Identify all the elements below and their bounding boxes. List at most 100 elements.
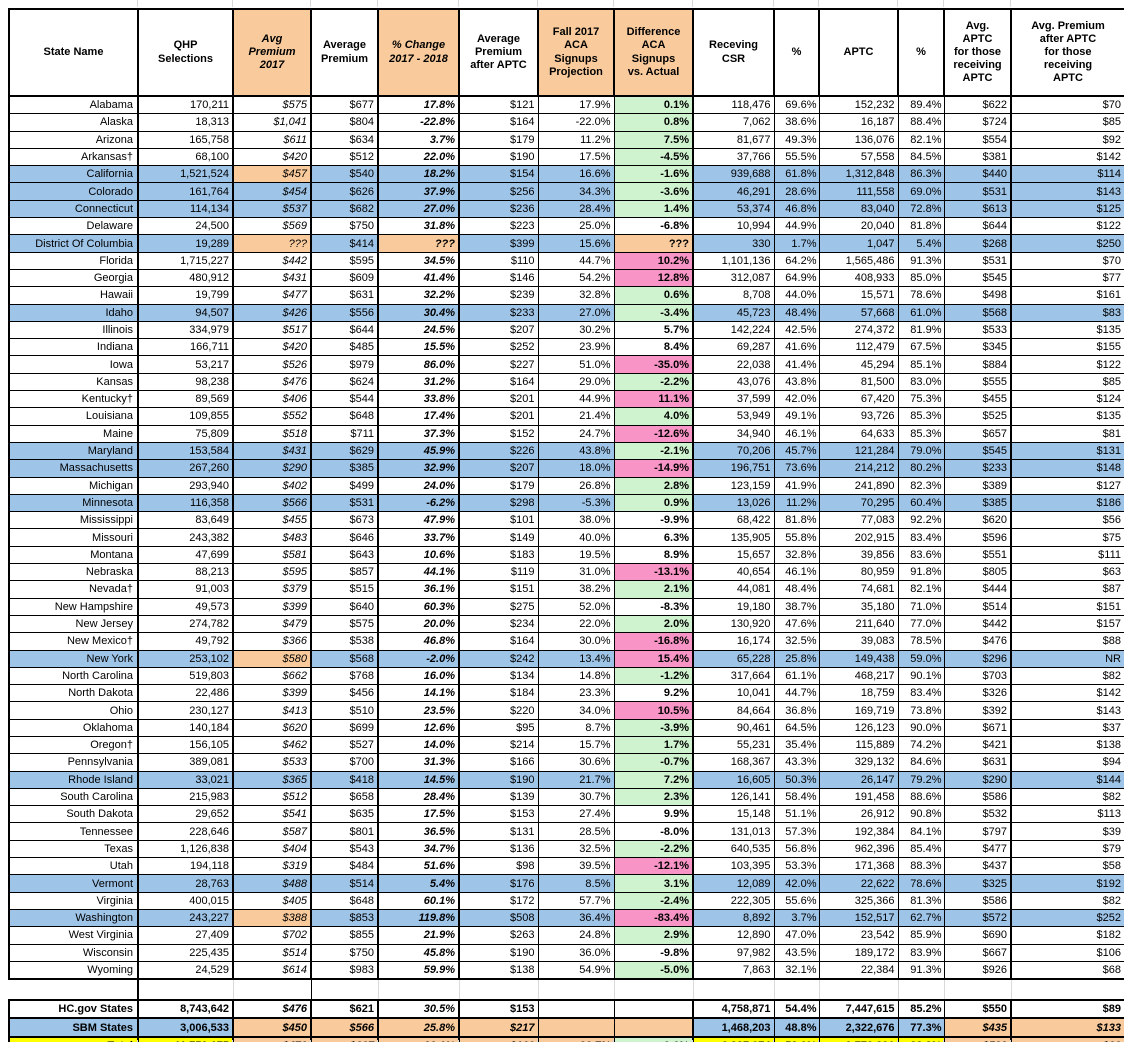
cell[interactable]: $566 [310, 1017, 379, 1038]
cell[interactable]: $87 [1010, 580, 1124, 599]
cell[interactable]: 3.7% [377, 130, 460, 149]
cell[interactable]: 39,856 [818, 545, 899, 565]
cell[interactable]: SBM States [8, 1017, 139, 1038]
cell[interactable]: $268 [943, 234, 1012, 253]
cell[interactable]: 169,719 [818, 701, 899, 720]
cell[interactable]: $572 [943, 908, 1012, 928]
cell[interactable]: 94,507 [137, 303, 234, 322]
cell[interactable]: -9.9% [613, 511, 694, 530]
cell[interactable]: 49.1% [773, 407, 820, 426]
cell[interactable]: 23.9% [537, 338, 615, 357]
cell[interactable]: South Dakota [8, 805, 139, 824]
cell[interactable]: $703 [943, 666, 1012, 686]
cell[interactable]: 140,184 [137, 718, 234, 737]
cell[interactable]: Georgia [8, 268, 139, 288]
cell[interactable]: $485 [310, 338, 379, 357]
cell[interactable]: 3,006,533 [137, 1017, 234, 1038]
cell[interactable]: 98,238 [137, 372, 234, 392]
cell[interactable]: 26,912 [818, 805, 899, 824]
cell[interactable]: 53,949 [692, 407, 775, 426]
cell[interactable]: $526 [232, 355, 312, 374]
cell[interactable]: $620 [943, 511, 1012, 530]
cell[interactable]: 24.5% [377, 320, 460, 340]
cell[interactable]: $182 [1010, 926, 1124, 945]
cell[interactable]: 92.2% [897, 511, 945, 530]
cell[interactable]: $629 [310, 441, 379, 461]
header-aptc[interactable]: APTC [818, 8, 899, 97]
cell[interactable]: 45,723 [692, 303, 775, 322]
cell[interactable]: 54.9% [537, 960, 615, 981]
cell[interactable]: 57,558 [818, 147, 899, 167]
cell[interactable]: $435 [943, 1017, 1012, 1038]
cell[interactable]: 149,438 [818, 649, 899, 668]
cell[interactable]: 45.8% [377, 943, 460, 962]
cell[interactable]: 9.9% [613, 805, 694, 824]
cell[interactable]: 57.3% [773, 822, 820, 841]
cell[interactable]: 77.0% [897, 614, 945, 634]
cell[interactable]: 329,132 [818, 753, 899, 772]
cell[interactable]: 61.1% [773, 666, 820, 686]
cell[interactable]: 44.7% [773, 684, 820, 703]
cell[interactable]: 90.8% [897, 805, 945, 824]
cell[interactable]: $414 [310, 234, 379, 253]
cell[interactable]: $551 [943, 545, 1012, 565]
cell[interactable]: $768 [310, 666, 379, 686]
cell[interactable]: 19.5% [537, 545, 615, 565]
cell[interactable]: -1.2% [613, 666, 694, 686]
cell[interactable]: $413 [232, 701, 312, 720]
cell[interactable]: 75.3% [897, 390, 945, 409]
cell[interactable]: -6.2% [377, 493, 460, 513]
cell[interactable]: -4.5% [613, 147, 694, 167]
cell[interactable]: $119 [458, 563, 539, 582]
cell[interactable]: -12.6% [613, 424, 694, 443]
cell[interactable]: $113 [1010, 805, 1124, 824]
cell[interactable]: 27.4% [537, 805, 615, 824]
header-average-premium[interactable]: Average Premium [310, 8, 379, 97]
cell[interactable]: West Virginia [8, 926, 139, 945]
cell[interactable]: 88.4% [897, 113, 945, 132]
cell[interactable]: -2.2% [613, 839, 694, 859]
cell[interactable]: 42.0% [773, 390, 820, 409]
cell[interactable]: $207 [458, 459, 539, 478]
cell[interactable]: 32.9% [377, 459, 460, 478]
cell[interactable]: 91.3% [897, 251, 945, 270]
cell[interactable]: -16.8% [613, 632, 694, 651]
cell[interactable]: $125 [1010, 199, 1124, 219]
cell[interactable]: $169 [458, 1035, 539, 1042]
cell[interactable]: 81.8% [897, 217, 945, 236]
cell[interactable]: 13.4% [537, 649, 615, 668]
cell[interactable]: -2.4% [613, 891, 694, 910]
cell[interactable]: $144 [1010, 770, 1124, 789]
cell[interactable]: Alaska [8, 113, 139, 132]
cell[interactable]: 202,915 [818, 528, 899, 547]
cell[interactable]: 2.3% [613, 787, 694, 807]
cell[interactable]: 166,711 [137, 338, 234, 357]
cell[interactable]: $242 [458, 649, 539, 668]
cell[interactable]: 17.5% [537, 147, 615, 167]
cell[interactable]: 85.4% [897, 839, 945, 859]
cell[interactable]: 7,447,615 [818, 999, 899, 1020]
cell[interactable]: Louisiana [8, 407, 139, 426]
cell[interactable]: 45,294 [818, 355, 899, 374]
cell[interactable]: 55.5% [773, 147, 820, 167]
cell[interactable]: $455 [232, 511, 312, 530]
cell[interactable]: 91,003 [137, 580, 234, 599]
cell[interactable]: $531 [943, 251, 1012, 270]
cell[interactable]: $644 [310, 320, 379, 340]
cell[interactable]: New Mexico† [8, 632, 139, 651]
cell[interactable]: 83.9% [897, 943, 945, 962]
cell[interactable]: 69.0% [897, 182, 945, 201]
cell[interactable]: District Of Columbia [8, 234, 139, 253]
cell[interactable]: Tennessee [8, 822, 139, 841]
cell[interactable]: 60.4% [897, 493, 945, 513]
cell[interactable]: 38.6% [773, 113, 820, 132]
cell[interactable]: 39,083 [818, 632, 899, 651]
cell[interactable]: $657 [943, 424, 1012, 443]
cell[interactable]: 22,486 [137, 684, 234, 703]
cell[interactable]: California [8, 165, 139, 184]
cell[interactable]: $135 [1010, 407, 1124, 426]
cell[interactable]: 11,750,175 [137, 1035, 234, 1042]
cell[interactable]: $326 [943, 684, 1012, 703]
cell[interactable]: 10.2% [613, 251, 694, 270]
cell[interactable]: 23,542 [818, 926, 899, 945]
